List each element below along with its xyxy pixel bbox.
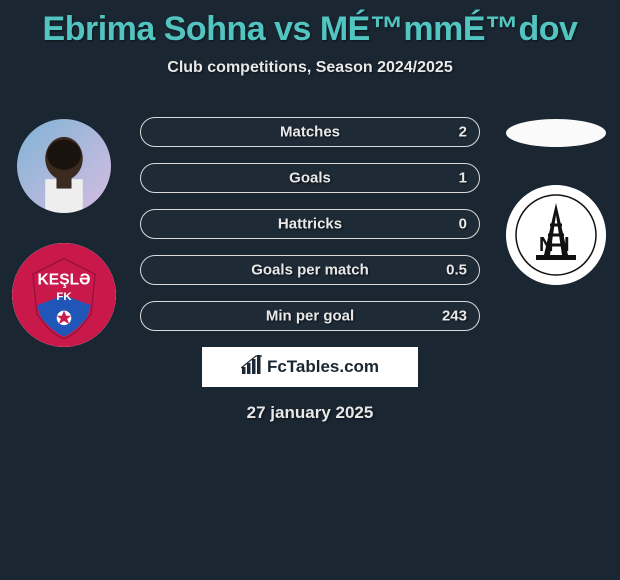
right-club-logo: N I [506,185,606,285]
left-club-logo: KEŞLƏ FK [12,243,116,347]
svg-text:KEŞLƏ: KEŞLƏ [38,272,91,289]
stats-list: Matches 2 Goals 1 Hattricks 0 Goals per … [140,107,480,331]
stat-right-value: 243 [442,308,467,325]
stat-row: Min per goal 243 [140,301,480,331]
svg-text:N: N [539,234,553,256]
svg-text:FK: FK [56,291,72,303]
page-subtitle: Club competitions, Season 2024/2025 [0,59,620,77]
stat-row: Hattricks 0 [140,209,480,239]
stat-right-value: 2 [459,124,467,141]
stat-right-value: 1 [459,170,467,187]
comparison-panel: KEŞLƏ FK N I [0,107,620,331]
stat-label: Goals per match [251,262,369,279]
left-player-column: KEŞLƏ FK [8,107,120,347]
right-player-column: N I [500,107,612,285]
stat-right-value: 0 [459,216,467,233]
left-player-photo [17,119,111,213]
stat-label: Matches [280,124,340,141]
right-player-photo-placeholder [506,119,606,147]
stat-label: Goals [289,170,331,187]
svg-text:I: I [564,234,570,256]
stat-label: Hattricks [278,216,342,233]
bar-chart-icon [241,355,263,380]
stat-row: Matches 2 [140,117,480,147]
branding-text: FcTables.com [267,357,379,377]
stat-row: Goals 1 [140,163,480,193]
stat-label: Min per goal [266,308,354,325]
stat-right-value: 0.5 [446,262,467,279]
page-title: Ebrima Sohna vs MÉ™mmÉ™dov [0,0,620,49]
snapshot-date: 27 january 2025 [0,403,620,423]
stat-row: Goals per match 0.5 [140,255,480,285]
branding-badge: FcTables.com [202,347,418,387]
